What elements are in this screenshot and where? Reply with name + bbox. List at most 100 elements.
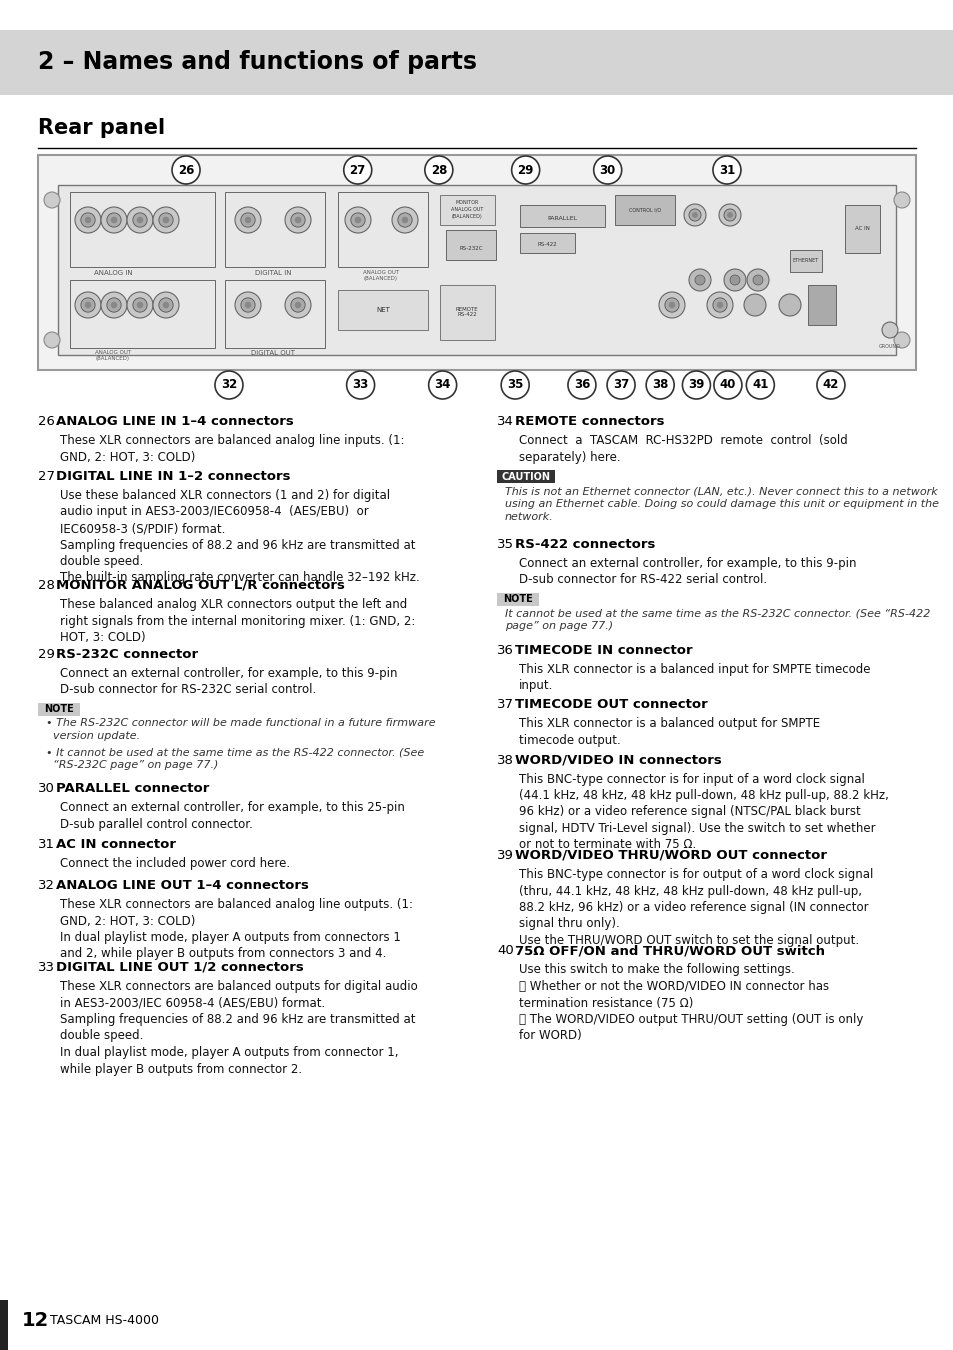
Text: 27: 27 xyxy=(38,470,55,483)
Circle shape xyxy=(44,332,60,348)
Circle shape xyxy=(291,213,305,227)
Circle shape xyxy=(723,209,736,221)
Text: Connect an external controller, for example, to this 9-pin
D-sub connector for R: Connect an external controller, for exam… xyxy=(518,556,856,586)
Circle shape xyxy=(345,207,371,234)
Bar xyxy=(497,593,538,606)
Circle shape xyxy=(81,213,95,227)
Circle shape xyxy=(44,192,60,208)
Circle shape xyxy=(127,207,152,234)
Circle shape xyxy=(234,207,261,234)
Text: 30: 30 xyxy=(598,163,616,177)
Bar xyxy=(70,279,214,348)
Text: Rear panel: Rear panel xyxy=(38,117,165,138)
Bar xyxy=(337,192,428,267)
Circle shape xyxy=(291,298,305,312)
Circle shape xyxy=(500,371,529,400)
Text: These XLR connectors are balanced outputs for digital audio
in AES3-2003/IEC 609: These XLR connectors are balanced output… xyxy=(60,980,417,1076)
Text: DIGITAL LINE IN 1–2 connectors: DIGITAL LINE IN 1–2 connectors xyxy=(56,470,291,483)
Text: WORD/VIDEO THRU/WORD OUT connector: WORD/VIDEO THRU/WORD OUT connector xyxy=(515,849,826,863)
Circle shape xyxy=(893,332,909,348)
Text: 12: 12 xyxy=(22,1311,50,1330)
Text: 36: 36 xyxy=(497,644,514,656)
Text: ANALOG LINE OUT 1–4 connectors: ANALOG LINE OUT 1–4 connectors xyxy=(56,879,309,892)
Text: AC IN connector: AC IN connector xyxy=(56,837,175,850)
Bar xyxy=(38,155,915,370)
Text: This XLR connector is a balanced input for SMPTE timecode
input.: This XLR connector is a balanced input f… xyxy=(518,663,869,693)
Bar xyxy=(0,30,953,95)
Text: PARALLEL connector: PARALLEL connector xyxy=(56,783,209,795)
Text: • It cannot be used at the same time as the RS-422 connector. (See
  “RS-232C pa: • It cannot be used at the same time as … xyxy=(46,748,424,770)
Text: RS-422 connectors: RS-422 connectors xyxy=(515,537,655,551)
Text: 37: 37 xyxy=(612,378,629,392)
Circle shape xyxy=(137,217,142,223)
Circle shape xyxy=(112,302,116,308)
Circle shape xyxy=(402,217,407,223)
Circle shape xyxy=(713,371,741,400)
Text: 26: 26 xyxy=(177,163,194,177)
Text: Connect the included power cord here.: Connect the included power cord here. xyxy=(60,856,290,869)
Circle shape xyxy=(163,217,169,223)
Text: NOTE: NOTE xyxy=(44,703,73,714)
Circle shape xyxy=(101,207,127,234)
Text: CAUTION: CAUTION xyxy=(501,471,550,482)
Circle shape xyxy=(107,298,121,312)
Text: REMOTE connectors: REMOTE connectors xyxy=(515,414,664,428)
Text: MONITOR: MONITOR xyxy=(455,200,478,205)
Circle shape xyxy=(688,209,700,221)
Text: This is not an Ethernet connector (LAN, etc.). Never connect this to a network
u: This is not an Ethernet connector (LAN, … xyxy=(504,487,938,522)
Circle shape xyxy=(127,292,152,319)
Circle shape xyxy=(152,207,179,234)
Circle shape xyxy=(428,371,456,400)
Circle shape xyxy=(137,302,142,308)
Text: 29: 29 xyxy=(38,648,55,660)
Bar xyxy=(225,192,325,267)
Text: 40: 40 xyxy=(497,945,514,957)
Circle shape xyxy=(695,275,704,285)
Circle shape xyxy=(816,371,844,400)
Text: 38: 38 xyxy=(651,378,668,392)
Bar xyxy=(70,192,214,267)
Bar xyxy=(225,279,325,348)
Circle shape xyxy=(132,298,147,312)
Text: It cannot be used at the same time as the RS-232C connector. (See “RS-422
page” : It cannot be used at the same time as th… xyxy=(504,609,929,630)
Circle shape xyxy=(717,302,721,308)
Text: 41: 41 xyxy=(751,378,768,392)
Circle shape xyxy=(75,207,101,234)
Circle shape xyxy=(285,292,311,319)
Circle shape xyxy=(240,213,254,227)
Circle shape xyxy=(392,207,417,234)
Circle shape xyxy=(706,292,732,319)
Text: 28: 28 xyxy=(38,579,55,593)
Text: This BNC-type connector is for output of a word clock signal
(thru, 44.1 kHz, 48: This BNC-type connector is for output of… xyxy=(518,868,872,946)
Text: Connect an external controller, for example, to this 9-pin
D-sub connector for R: Connect an external controller, for exam… xyxy=(60,667,397,697)
Text: ANALOG OUT: ANALOG OUT xyxy=(451,207,482,212)
Text: WORD/VIDEO IN connectors: WORD/VIDEO IN connectors xyxy=(515,753,721,767)
Circle shape xyxy=(567,371,596,400)
Text: TIMECODE IN connector: TIMECODE IN connector xyxy=(515,644,692,656)
Bar xyxy=(439,285,495,340)
Text: Connect an external controller, for example, to this 25-pin
D-sub parallel contr: Connect an external controller, for exam… xyxy=(60,802,404,832)
Text: Connect  a  TASCAM  RC-HS32PD  remote  control  (sold
separately) here.: Connect a TASCAM RC-HS32PD remote contro… xyxy=(518,433,847,463)
Circle shape xyxy=(752,275,762,285)
Circle shape xyxy=(240,298,254,312)
Circle shape xyxy=(295,302,300,308)
Text: 31: 31 xyxy=(718,163,735,177)
Circle shape xyxy=(75,292,101,319)
Circle shape xyxy=(86,302,91,308)
Circle shape xyxy=(743,294,765,316)
Circle shape xyxy=(712,298,726,312)
Circle shape xyxy=(81,298,95,312)
Circle shape xyxy=(645,371,674,400)
Circle shape xyxy=(101,292,127,319)
Text: Use this switch to make the following settings.
・ Whether or not the WORD/VIDEO : Use this switch to make the following se… xyxy=(518,964,862,1042)
Circle shape xyxy=(893,192,909,208)
Text: 34: 34 xyxy=(434,378,451,392)
Circle shape xyxy=(86,217,91,223)
Text: NET: NET xyxy=(375,306,390,313)
Circle shape xyxy=(172,157,200,184)
Text: ANALOG LINE IN 1–4 connectors: ANALOG LINE IN 1–4 connectors xyxy=(56,414,294,428)
Text: DIGITAL LINE OUT 1/2 connectors: DIGITAL LINE OUT 1/2 connectors xyxy=(56,961,303,973)
Text: Use these balanced XLR connectors (1 and 2) for digital
audio input in AES3-2003: Use these balanced XLR connectors (1 and… xyxy=(60,489,419,585)
Circle shape xyxy=(719,204,740,225)
Bar xyxy=(0,1300,8,1350)
